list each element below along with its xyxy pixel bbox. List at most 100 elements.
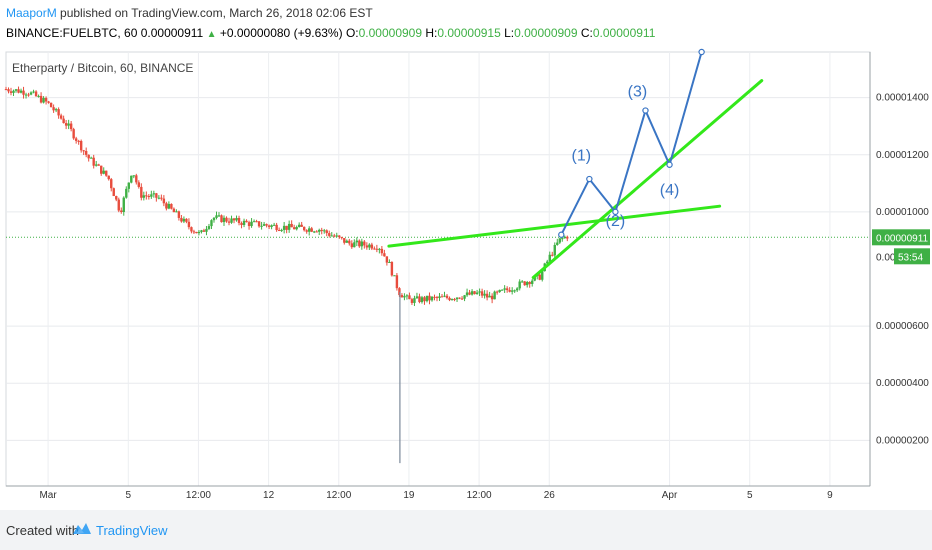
candle-body bbox=[383, 253, 386, 257]
wave-point bbox=[666, 161, 673, 168]
candle-body bbox=[546, 261, 549, 264]
candle-body bbox=[363, 241, 366, 246]
candle-body bbox=[167, 203, 171, 209]
candle-body bbox=[358, 240, 361, 247]
candle-body bbox=[265, 224, 268, 226]
candle-body bbox=[448, 297, 451, 301]
candle-body bbox=[107, 175, 110, 180]
candle-body bbox=[400, 295, 404, 298]
candle-body bbox=[418, 296, 421, 303]
wave-label: (3) bbox=[628, 83, 648, 100]
candle-body bbox=[255, 221, 258, 223]
candle-body bbox=[165, 203, 168, 209]
candle-body bbox=[89, 157, 93, 159]
candle-body bbox=[232, 218, 236, 221]
y-tick-label: 0.00000400 bbox=[876, 378, 929, 389]
x-tick-label: 26 bbox=[544, 490, 556, 500]
candle-body bbox=[385, 256, 389, 263]
candle-body bbox=[520, 281, 524, 283]
price-chart[interactable]: 0.00001400 0.00001200 0.00001000 0.00000600… bbox=[0, 48, 932, 501]
candle-body bbox=[152, 193, 156, 195]
tradingview-brand[interactable]: TradingView bbox=[96, 523, 168, 538]
tradingview-logo-icon[interactable] bbox=[72, 521, 92, 542]
candle-body bbox=[365, 245, 369, 248]
candle-body bbox=[566, 236, 569, 239]
low-value: 0.00000909 bbox=[514, 26, 578, 40]
candle-body bbox=[140, 186, 143, 198]
candle-body bbox=[157, 197, 161, 199]
candle-body bbox=[465, 292, 469, 296]
candle-body bbox=[388, 261, 391, 263]
wave-point bbox=[642, 107, 649, 114]
candle-body bbox=[350, 243, 354, 248]
x-tick-label: Mar bbox=[39, 490, 57, 500]
candle-body bbox=[127, 182, 130, 189]
candle-body bbox=[192, 231, 196, 233]
candle-body bbox=[287, 223, 291, 230]
candle-body bbox=[27, 94, 30, 96]
candle-body bbox=[343, 238, 346, 243]
candle-body bbox=[551, 254, 554, 256]
candle-body bbox=[526, 282, 529, 286]
candle-body bbox=[29, 92, 33, 95]
candle-body bbox=[480, 291, 484, 296]
price-change: +0.00000080 (+9.63%) bbox=[219, 26, 343, 40]
candle-body bbox=[7, 89, 10, 92]
candle-body bbox=[4, 89, 8, 91]
y-tick-label: 0.00001000 bbox=[876, 207, 929, 218]
wave-label: (1) bbox=[572, 148, 592, 165]
chart-area[interactable]: 0.00001400 0.00001200 0.00001000 0.00000600… bbox=[0, 48, 932, 501]
candle-body bbox=[242, 220, 246, 225]
x-tick-label: 5 bbox=[747, 490, 753, 500]
candle-body bbox=[237, 217, 241, 224]
author-link[interactable]: MaaporM bbox=[6, 6, 57, 20]
candle-body bbox=[285, 225, 288, 230]
candle-body bbox=[227, 221, 231, 223]
candle-body bbox=[195, 231, 198, 234]
candle-body bbox=[308, 228, 311, 232]
candle-body bbox=[252, 221, 256, 223]
candle-body bbox=[72, 129, 75, 139]
candle-body bbox=[49, 102, 53, 108]
candle-body bbox=[62, 118, 65, 124]
candle-body bbox=[433, 296, 436, 298]
candle-body bbox=[395, 275, 399, 289]
candle-body bbox=[435, 297, 439, 299]
candle-body bbox=[335, 235, 338, 237]
candle-body bbox=[468, 292, 471, 295]
candle-body bbox=[160, 197, 163, 199]
candle-body bbox=[177, 211, 181, 218]
candle-body bbox=[180, 217, 183, 222]
candle-body bbox=[270, 225, 273, 227]
plot-background bbox=[5, 51, 871, 487]
candle-body bbox=[503, 288, 506, 290]
candle-body bbox=[430, 296, 434, 301]
candle-body bbox=[478, 291, 481, 293]
candle-body bbox=[207, 226, 211, 229]
candle-body bbox=[22, 90, 25, 95]
candle-body bbox=[92, 157, 95, 166]
high-value: 0.00000915 bbox=[437, 26, 501, 40]
symbol-label: BINANCE:FUELBTC, 60 bbox=[6, 26, 138, 40]
y-tick-label: 0.00000200 bbox=[876, 435, 929, 446]
candle-body bbox=[230, 218, 233, 223]
candle-body bbox=[438, 296, 441, 298]
candle-body bbox=[368, 244, 371, 248]
candle-body bbox=[313, 231, 316, 233]
candle-body bbox=[440, 296, 444, 298]
candle-body bbox=[378, 248, 381, 250]
candle-body bbox=[463, 295, 466, 299]
candle-body bbox=[355, 240, 359, 243]
symbol-ohlc-line: BINANCE:FUELBTC, 60 0.00000911 ▲ +0.0000… bbox=[6, 26, 655, 40]
candle-body bbox=[12, 90, 15, 93]
candle-body bbox=[17, 89, 20, 93]
candle-body bbox=[393, 275, 396, 277]
candle-body bbox=[222, 217, 226, 223]
candle-body bbox=[292, 227, 296, 230]
candle-body bbox=[32, 91, 35, 93]
candle-body bbox=[360, 241, 364, 247]
candle-body bbox=[333, 235, 336, 237]
created-with-text: Created with bbox=[6, 523, 79, 538]
candle-body bbox=[453, 299, 456, 301]
candle-body bbox=[190, 227, 193, 232]
